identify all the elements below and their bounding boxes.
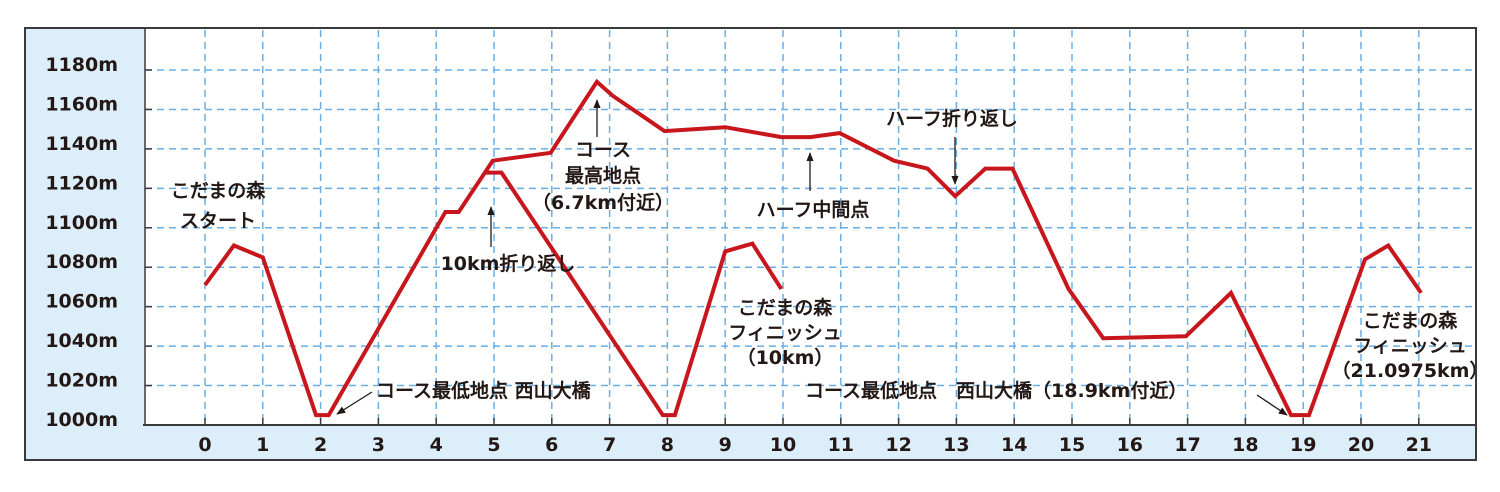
annotation-text: （10km） — [737, 346, 834, 369]
y-tick-label: 1060m — [45, 291, 118, 313]
y-tick-label: 1120m — [45, 172, 118, 194]
x-tick-label: 8 — [661, 434, 674, 456]
x-tick-label: 6 — [545, 434, 558, 456]
annotation-text: （21.0975km） — [1332, 359, 1489, 382]
x-tick-label: 5 — [487, 434, 500, 456]
annotation-text: コース — [575, 139, 631, 161]
x-tick-label: 1 — [256, 434, 269, 456]
x-tick-label: 7 — [603, 434, 616, 456]
annotation-text: 最高地点 — [565, 164, 641, 187]
x-tick-label: 0 — [198, 434, 211, 456]
x-tick-label: 9 — [719, 434, 732, 456]
x-tick-label: 20 — [1348, 434, 1374, 456]
x-tick-label: 17 — [1174, 434, 1200, 456]
x-tick-label: 12 — [885, 434, 911, 456]
x-tick-label: 13 — [943, 434, 969, 456]
annotation-text: こだまの森 — [171, 179, 267, 202]
x-tick-label: 10 — [770, 434, 796, 456]
x-axis-band — [145, 425, 1476, 460]
y-tick-label: 1000m — [45, 409, 118, 431]
annotation-text: コース最低地点 西山大橋 — [376, 379, 592, 402]
y-tick-label: 1160m — [45, 93, 118, 115]
annotation-text: ハーフ中間点 — [757, 198, 870, 221]
annotation-text: （6.7km付近） — [532, 191, 674, 214]
annotation-text: こだまの森 — [738, 296, 834, 319]
y-tick-label: 1100m — [45, 212, 118, 234]
x-tick-label: 4 — [430, 434, 443, 456]
annotation-text: スタート — [180, 210, 256, 232]
annotation-text: こだまの森 — [1363, 309, 1459, 332]
annotation-text: フィニッシュ — [728, 322, 842, 344]
y-tick-label: 1020m — [45, 370, 118, 392]
annotation-text: 10km折り返し — [441, 253, 576, 275]
x-tick-label: 19 — [1290, 434, 1316, 456]
x-tick-label: 16 — [1117, 434, 1143, 456]
x-tick-label: 14 — [1001, 434, 1027, 456]
annotation-text: ハーフ折り返し — [886, 108, 1018, 130]
y-tick-label: 1140m — [45, 133, 118, 155]
y-tick-label: 1080m — [45, 251, 118, 273]
y-tick-label: 1040m — [45, 330, 118, 352]
x-tick-label: 21 — [1406, 434, 1432, 456]
annotation-text: コース最低地点 西山大橋（18.9km付近） — [805, 379, 1187, 402]
x-tick-label: 11 — [828, 434, 854, 456]
y-tick-label: 1180m — [45, 54, 118, 76]
x-tick-label: 2 — [314, 434, 327, 456]
x-tick-label: 18 — [1232, 434, 1258, 456]
x-tick-label: 15 — [1059, 434, 1085, 456]
x-tick-label: 3 — [372, 434, 385, 456]
annotation-text: フィニッシュ — [1353, 335, 1467, 357]
